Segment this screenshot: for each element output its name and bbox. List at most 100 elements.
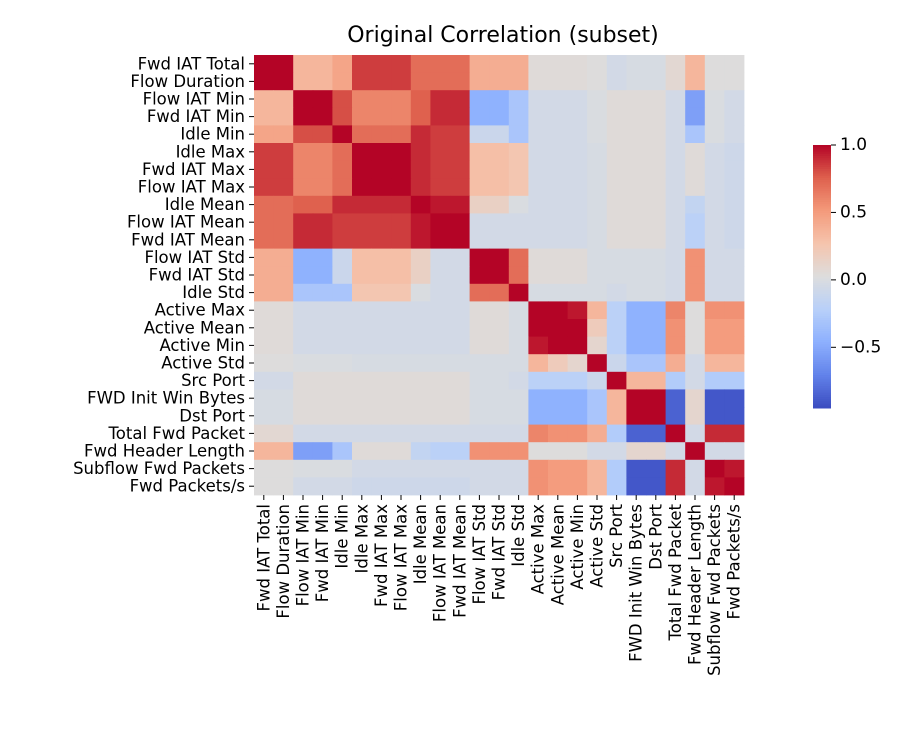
heatmap-cell [312, 371, 333, 390]
heatmap-cell [606, 389, 627, 408]
heatmap-cell [273, 336, 294, 355]
heatmap-cell [410, 354, 431, 373]
colorbar-segment [813, 318, 831, 321]
heatmap-cell [410, 72, 431, 91]
heatmap-cell [273, 90, 294, 109]
heatmap-cell [646, 213, 666, 232]
heatmap-cell [430, 72, 451, 91]
colorbar-segment [813, 191, 831, 194]
heatmap-cell [704, 266, 725, 285]
heatmap-cell [410, 407, 431, 425]
heatmap-cell [352, 319, 372, 337]
heatmap-cell [352, 125, 372, 144]
heatmap-cell [371, 231, 392, 249]
colorbar-segment [813, 201, 831, 205]
y-tick-label: Fwd IAT Max [142, 160, 245, 179]
heatmap-cell [626, 143, 647, 161]
heatmap-cell [567, 301, 588, 320]
heatmap-cell [548, 125, 568, 144]
colorbar-tick-label: −0.5 [840, 337, 881, 357]
heatmap-cell [626, 336, 647, 355]
heatmap-cell [450, 319, 470, 337]
x-tick-label: Dst Port [646, 503, 665, 569]
heatmap-cell [704, 72, 725, 91]
heatmap-cell [724, 424, 745, 443]
heatmap-cell [704, 407, 725, 425]
heatmap-cell [489, 231, 510, 249]
heatmap-cell [508, 231, 529, 249]
heatmap-cell [704, 301, 725, 320]
colorbar-segment [813, 342, 831, 345]
x-tick-label: Fwd Header Length [686, 504, 705, 665]
heatmap-cell [469, 213, 490, 232]
heatmap-cell [646, 195, 666, 214]
heatmap-cell [332, 336, 353, 355]
heatmap-cell [508, 301, 529, 320]
heatmap-cell [646, 442, 666, 461]
heatmap-cell [469, 72, 490, 91]
y-tick-label: Active Mean [144, 318, 245, 337]
heatmap-cell [469, 160, 490, 179]
heatmap-cell [430, 248, 451, 267]
colorbar-segment [813, 228, 831, 231]
heatmap-cell [508, 248, 529, 267]
colorbar-segment [813, 147, 831, 150]
colorbar-segment [813, 267, 831, 271]
heatmap-cell [273, 248, 294, 267]
heatmap-cell [391, 319, 412, 337]
heatmap-cell [352, 195, 372, 214]
heatmap-cell [469, 336, 490, 355]
heatmap-cell [665, 442, 686, 461]
x-tick-labels: Fwd IAT Total Flow Duration Flow IAT Min Fw… [254, 495, 744, 676]
colorbar-segment [813, 252, 831, 256]
heatmap-cell [450, 459, 470, 478]
heatmap-cell [254, 424, 274, 443]
colorbar-segment [813, 166, 831, 170]
heatmap-cell [371, 424, 392, 443]
heatmap-cell [391, 424, 412, 443]
heatmap-cell [528, 125, 549, 144]
heatmap-cell [724, 248, 745, 267]
heatmap-cell [508, 143, 529, 161]
colorbar-segment [813, 234, 831, 238]
heatmap-cell [606, 266, 627, 285]
heatmap-cell [391, 459, 412, 478]
heatmap-cell [312, 354, 333, 373]
heatmap-cell [273, 107, 294, 126]
heatmap-cell [528, 477, 549, 496]
heatmap-cell [508, 371, 529, 390]
heatmap-cell [352, 283, 372, 302]
heatmap-cell [254, 143, 274, 161]
heatmap-cell [626, 424, 647, 443]
colorbar-segment [813, 261, 831, 264]
heatmap-cell [469, 55, 490, 73]
heatmap-cell [312, 266, 333, 285]
heatmap-cell [352, 231, 372, 249]
heatmap-cell [332, 442, 353, 461]
heatmap-cell [508, 90, 529, 109]
heatmap-cell [626, 283, 647, 302]
heatmap-cell [450, 248, 470, 267]
heatmap-cell [371, 90, 392, 109]
y-tick-label: Fwd IAT Min [147, 107, 245, 126]
heatmap-cell [489, 407, 510, 425]
heatmap-cell [567, 477, 588, 496]
heatmap-cell [410, 371, 431, 390]
colorbar-segment [813, 320, 831, 324]
heatmap-cell [704, 55, 725, 73]
heatmap-cell [685, 72, 706, 91]
heatmap-cell [685, 477, 706, 496]
colorbar-segment [813, 171, 831, 174]
colorbar-segment [813, 182, 831, 185]
heatmap-cell [508, 125, 529, 144]
x-tick-label: Fwd IAT Std [490, 504, 509, 600]
heatmap-cell [606, 195, 627, 214]
heatmap-cell [685, 371, 706, 390]
heatmap-cell [312, 55, 333, 73]
heatmap-cell [724, 336, 745, 355]
heatmap-cell [528, 213, 549, 232]
heatmap-cell [646, 107, 666, 126]
colorbar-segment [813, 291, 831, 295]
heatmap-cell [587, 442, 608, 461]
heatmap-cell [332, 231, 353, 249]
